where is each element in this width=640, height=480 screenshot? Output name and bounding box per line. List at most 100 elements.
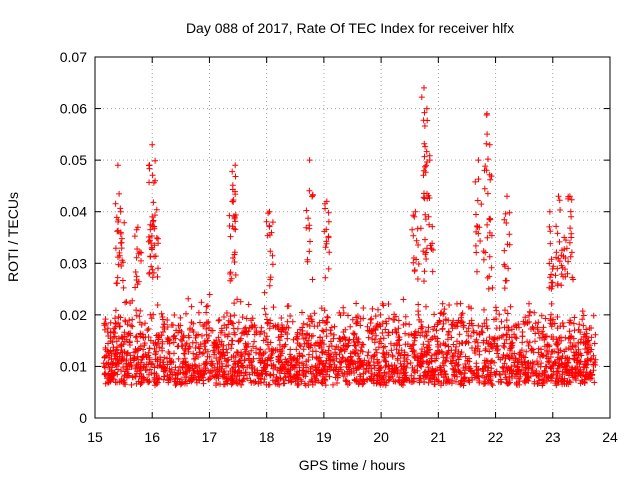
- data-point: [507, 303, 514, 310]
- data-point: [229, 198, 236, 205]
- data-point: [322, 274, 329, 281]
- data-point: [151, 223, 158, 230]
- data-point: [420, 194, 427, 201]
- data-point: [317, 334, 324, 341]
- data-point: [114, 280, 121, 287]
- data-point: [310, 332, 316, 339]
- data-point: [433, 355, 440, 362]
- data-point: [231, 225, 237, 232]
- data-point: [396, 350, 403, 357]
- data-point: [508, 326, 515, 333]
- data-point: [147, 253, 154, 260]
- data-point: [482, 345, 489, 352]
- data-point: [112, 361, 119, 368]
- data-point: [349, 348, 356, 355]
- data-point: [554, 373, 561, 379]
- data-point: [549, 375, 556, 382]
- data-point: [146, 354, 153, 361]
- data-point: [345, 340, 352, 347]
- data-point: [565, 193, 572, 200]
- data-point: [484, 131, 491, 138]
- data-point: [294, 333, 301, 340]
- data-point: [117, 314, 124, 321]
- data-point: [516, 324, 522, 331]
- data-point: [112, 200, 119, 207]
- data-point: [230, 325, 237, 332]
- data-point: [121, 348, 128, 355]
- data-point: [458, 312, 465, 318]
- data-point: [203, 331, 210, 338]
- data-point: [431, 311, 438, 318]
- data-point: [567, 208, 574, 215]
- data-point: [347, 354, 354, 361]
- data-point: [241, 330, 248, 337]
- data-point: [486, 348, 493, 355]
- data-point: [410, 232, 417, 239]
- data-point: [152, 177, 159, 184]
- data-point: [547, 228, 554, 235]
- data-point: [264, 316, 270, 323]
- data-point: [168, 366, 175, 373]
- data-point: [426, 375, 433, 382]
- data-point: [199, 332, 205, 339]
- data-point: [371, 365, 378, 371]
- data-point: [473, 249, 480, 256]
- data-point: [455, 348, 462, 355]
- data-point: [461, 370, 468, 376]
- data-point: [579, 372, 585, 379]
- data-point: [540, 324, 547, 331]
- data-point: [532, 338, 538, 345]
- data-point: [299, 324, 306, 331]
- data-point: [472, 242, 479, 249]
- data-point: [272, 324, 279, 331]
- data-point: [475, 322, 482, 329]
- data-point: [244, 375, 251, 382]
- data-point: [383, 379, 390, 386]
- data-point: [203, 358, 210, 365]
- data-point: [489, 382, 496, 389]
- data-point: [129, 374, 136, 381]
- data-point: [221, 331, 228, 338]
- data-point: [339, 336, 346, 342]
- data-point: [579, 316, 586, 323]
- data-point: [241, 372, 248, 379]
- data-point: [409, 378, 416, 385]
- data-point: [117, 208, 124, 215]
- data-point: [351, 330, 358, 337]
- data-point: [483, 140, 490, 147]
- data-point: [472, 345, 479, 351]
- data-point: [127, 330, 134, 337]
- data-point: [231, 368, 238, 375]
- data-point: [323, 318, 330, 325]
- data-point: [592, 331, 599, 338]
- data-point: [484, 221, 491, 228]
- y-axis-label: ROTI / TECUs: [5, 192, 21, 282]
- data-point: [261, 330, 268, 336]
- data-point: [264, 361, 271, 368]
- data-point: [544, 341, 551, 348]
- data-point: [417, 325, 424, 332]
- data-point: [227, 368, 234, 374]
- data-point: [191, 367, 198, 374]
- data-point: [391, 316, 398, 323]
- data-point: [242, 340, 249, 347]
- data-point: [140, 346, 147, 353]
- data-point: [524, 338, 531, 345]
- data-point: [452, 350, 458, 357]
- data-point: [257, 375, 264, 382]
- data-point: [402, 375, 409, 382]
- data-point: [552, 378, 559, 385]
- data-point: [229, 379, 236, 386]
- data-point: [367, 316, 374, 323]
- data-point: [186, 366, 193, 372]
- data-point: [259, 352, 266, 359]
- data-point: [424, 159, 430, 165]
- data-point: [439, 325, 446, 332]
- data-point: [115, 360, 122, 367]
- data-point: [218, 325, 225, 332]
- data-point: [119, 257, 126, 264]
- data-point: [134, 246, 141, 252]
- data-point: [522, 371, 529, 378]
- data-point: [272, 347, 279, 354]
